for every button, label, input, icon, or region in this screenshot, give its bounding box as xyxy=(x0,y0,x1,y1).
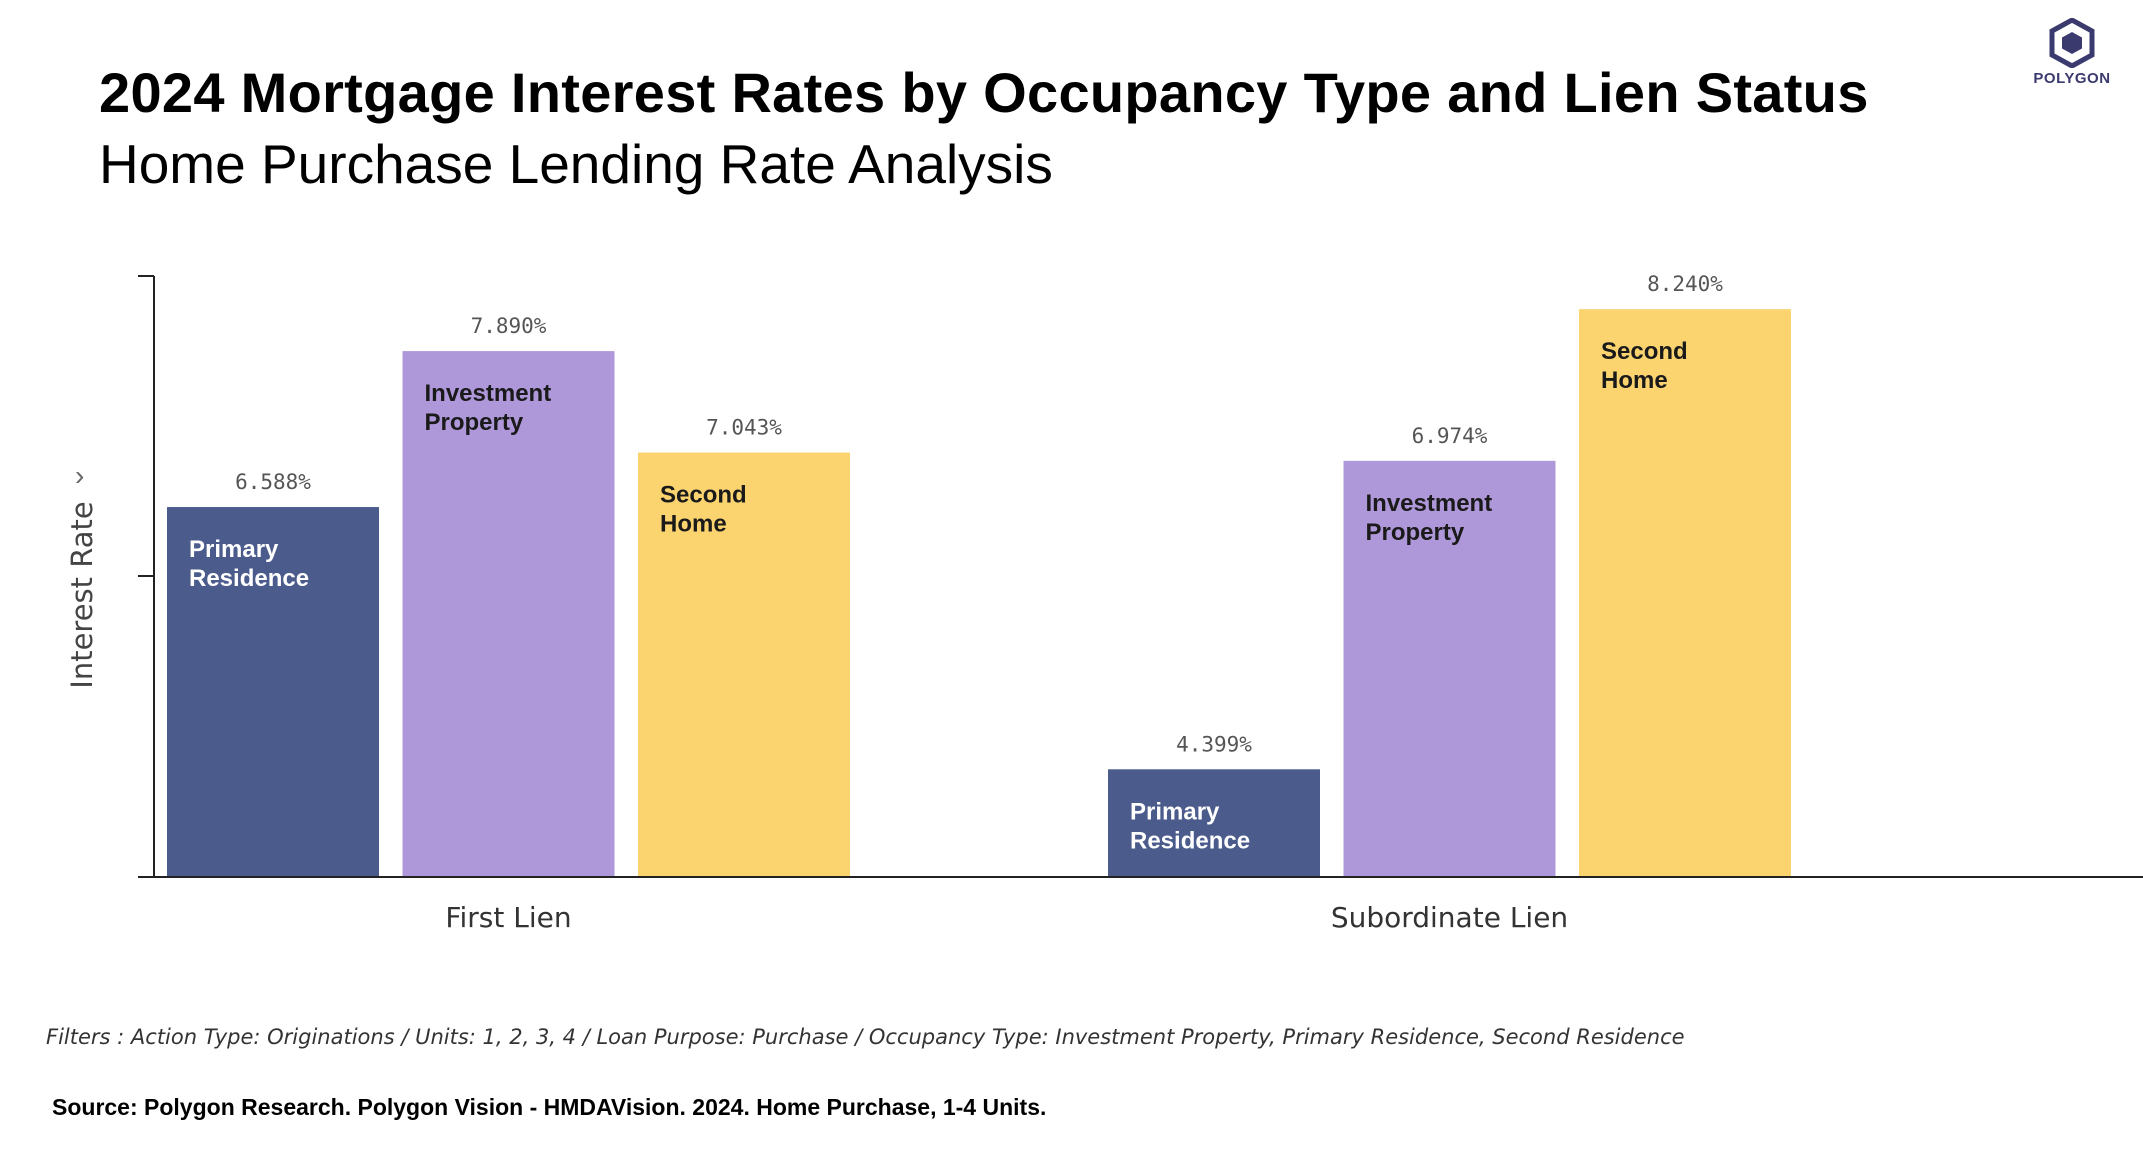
bar-series-label: Investment xyxy=(1366,490,1493,517)
x-category-label: Subordinate Lien xyxy=(1331,901,1568,934)
bar-primary-residence xyxy=(167,507,379,877)
logo-text: POLYGON xyxy=(2033,70,2111,87)
chart-title: 2024 Mortgage Interest Rates by Occupanc… xyxy=(99,61,1869,124)
bar-series-label: Residence xyxy=(189,565,309,592)
bar-series-label: Home xyxy=(660,511,727,538)
bar-series-label: Home xyxy=(1601,367,1668,394)
bar-investment-property xyxy=(1343,460,1556,877)
data-label: 8.240% xyxy=(1647,272,1723,296)
chevron-right-icon: › xyxy=(75,460,85,491)
chart-subtitle: Home Purchase Lending Rate Analysis xyxy=(99,133,1053,195)
polygon-hexagon-logo-icon xyxy=(2049,18,2095,68)
filters-note: Filters : Action Type: Originations / Un… xyxy=(46,1025,1685,1049)
bar-investment-property xyxy=(402,351,615,877)
data-label: 4.399% xyxy=(1176,732,1252,756)
bar-series-label: Second xyxy=(660,482,747,509)
data-label: 6.974% xyxy=(1412,424,1488,448)
bar-series-label: Property xyxy=(425,409,524,436)
data-label: 7.890% xyxy=(471,314,547,338)
bar-second-home xyxy=(1579,309,1791,877)
bar-primary-residence xyxy=(1108,769,1320,877)
x-category-label: First Lien xyxy=(445,901,571,934)
polygon-logo: POLYGON xyxy=(2022,18,2122,98)
bar-series-label: Primary xyxy=(1130,798,1220,825)
data-label: 6.588% xyxy=(235,470,311,494)
source-note: Source: Polygon Research. Polygon Vision… xyxy=(52,1094,1047,1120)
bar-series-label: Primary xyxy=(189,536,279,563)
bar-series-label: Investment xyxy=(425,380,552,407)
bar-series-label: Property xyxy=(1366,519,1465,546)
data-label: 7.043% xyxy=(706,416,782,440)
bar-second-home xyxy=(638,452,850,877)
bar-chart: 6.588%PrimaryResidence7.890%InvestmentPr… xyxy=(138,272,2143,934)
bar-series-label: Second xyxy=(1601,338,1688,365)
bar-series-label: Residence xyxy=(1130,827,1250,854)
